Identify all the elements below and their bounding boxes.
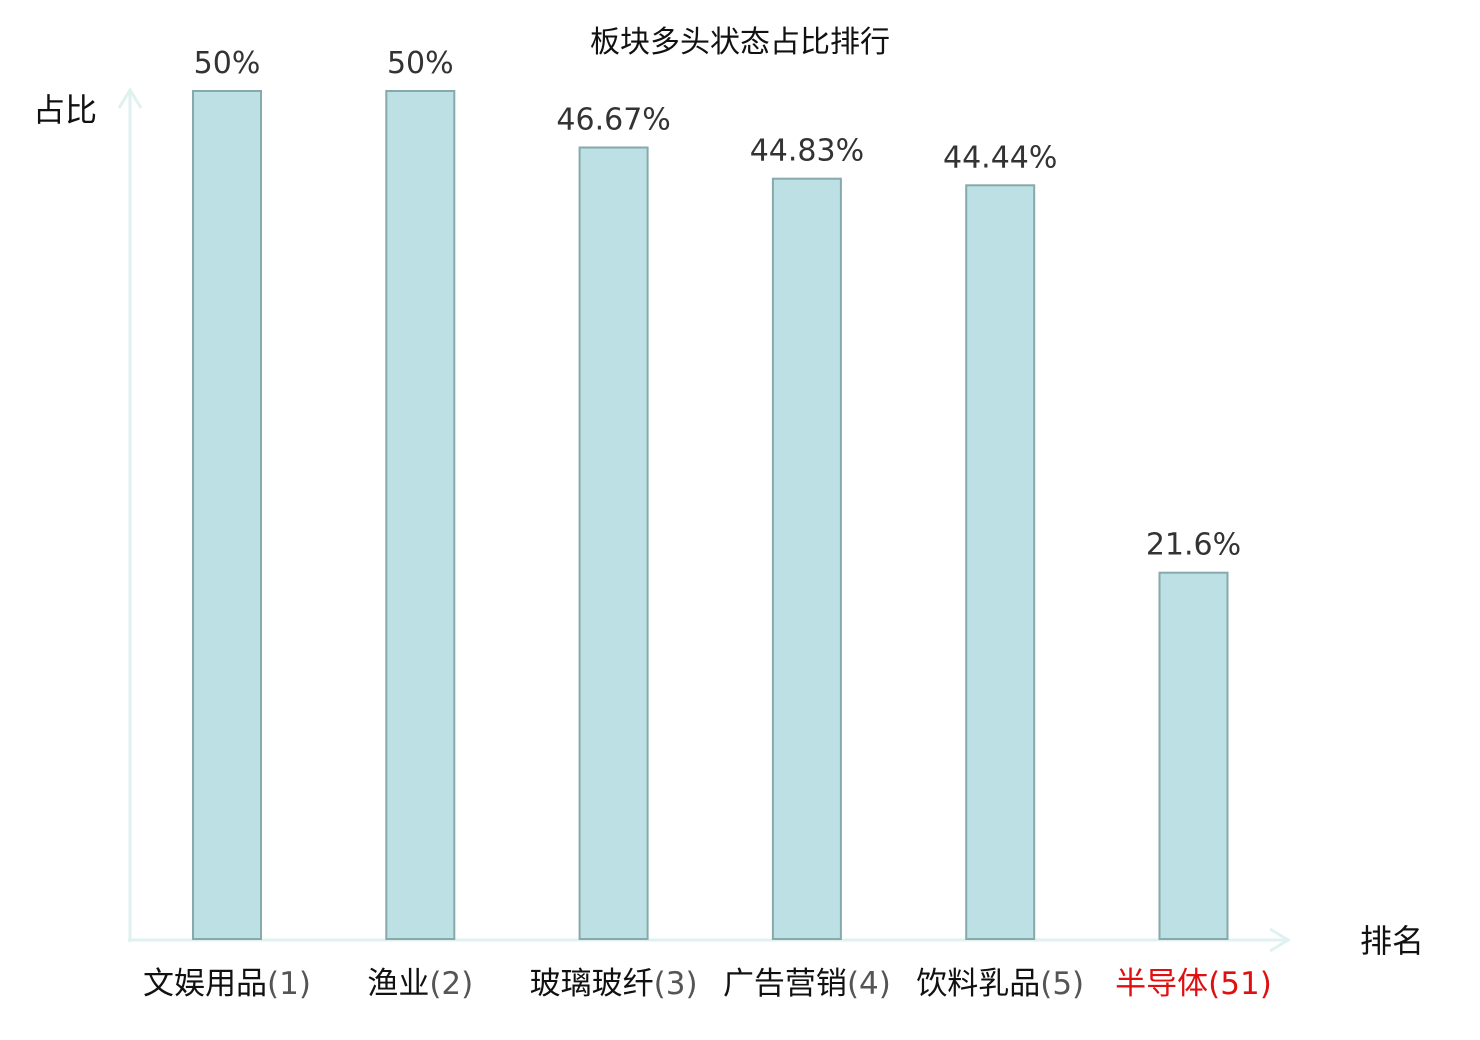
category-rank: (51) (1208, 966, 1272, 1002)
category-tick-label: 饮料乳品(5) (916, 966, 1084, 1002)
category-rank: (2) (429, 966, 473, 1002)
category-tick-label: 玻璃玻纤(3) (530, 966, 698, 1002)
y-axis-label: 占比 (33, 91, 97, 129)
x-axis-label: 排名 (1360, 922, 1424, 960)
category-name: 玻璃玻纤 (530, 966, 654, 1002)
bar-value-label: 50% (387, 46, 454, 81)
bar-value-label: 44.44% (943, 140, 1057, 175)
category-rank: (4) (847, 966, 891, 1002)
bar (578, 146, 649, 940)
y-axis-arrow (117, 87, 143, 109)
bars-group: 50% 文娱用品(1) 50% 渔业(2) 46.67% 玻璃玻纤(3) 44.83% 广告营… (143, 46, 1272, 1002)
x-axis-arrow (1269, 927, 1291, 953)
category-tick-label: 文娱用品(1) (143, 966, 311, 1002)
category-tick-label: 渔业(2) (367, 966, 473, 1002)
bar (192, 90, 262, 940)
category-rank: (5) (1040, 966, 1084, 1002)
bar (965, 184, 1036, 941)
bar-value-label: 46.67% (556, 103, 670, 138)
bar (771, 177, 842, 940)
category-name: 渔业 (367, 966, 429, 1002)
category-rank: (1) (267, 966, 311, 1002)
category-name: 半导体 (1115, 966, 1208, 1002)
category-tick-label: 广告营销(4) (723, 966, 891, 1002)
bar-value-label: 21.6% (1146, 528, 1241, 563)
bar (1158, 571, 1229, 940)
category-name: 饮料乳品 (916, 966, 1040, 1002)
category-tick-label: 半导体(51) (1115, 966, 1272, 1002)
category-name: 文娱用品 (143, 966, 267, 1002)
axes (117, 87, 1291, 953)
category-rank: (3) (654, 966, 698, 1002)
chart-title: 板块多头状态占比排行 (590, 25, 890, 60)
bar (385, 90, 456, 940)
category-name: 广告营销 (723, 966, 847, 1002)
bar-value-label: 44.83% (750, 134, 864, 169)
bar-value-label: 50% (194, 46, 261, 81)
